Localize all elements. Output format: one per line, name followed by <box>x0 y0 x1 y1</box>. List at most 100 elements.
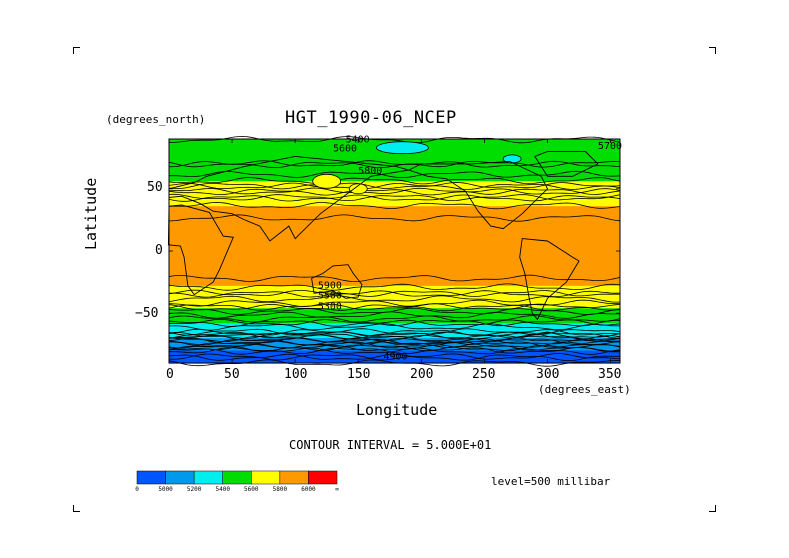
x-tick-label: 350 <box>598 367 622 382</box>
contour-band <box>169 173 620 177</box>
contour-label: 5600 <box>333 143 357 154</box>
contour-band <box>169 358 620 362</box>
contour-band <box>169 338 620 342</box>
contour-line <box>168 182 621 190</box>
contour-line <box>168 177 621 185</box>
contour-band <box>169 196 620 200</box>
contour-band <box>169 168 620 172</box>
x-tick-label: 50 <box>224 367 240 382</box>
contour-band <box>169 238 620 242</box>
coastline-greenland <box>534 150 599 177</box>
contour-band <box>169 241 620 245</box>
x-tick-label: 250 <box>472 367 496 382</box>
contour-band <box>169 313 620 317</box>
contour-line <box>169 170 621 179</box>
contour-line <box>168 328 621 336</box>
contour-band <box>169 221 620 225</box>
regional-anomalies <box>312 141 522 195</box>
contour-line <box>169 323 620 331</box>
legend-swatch <box>308 470 338 485</box>
ridge-region <box>312 173 342 189</box>
contour-band <box>169 166 620 170</box>
contour-band <box>169 171 620 175</box>
y-units-label: (degrees_north) <box>106 113 206 126</box>
contour-band <box>169 303 620 307</box>
color-legend: 0 5000 5200 5400 5600 5800 6000 ∞ <box>135 470 339 493</box>
contour-band <box>169 216 620 220</box>
contour-band <box>169 206 620 210</box>
legend-tick-label: 5600 <box>244 486 259 493</box>
legend-tick-label: 5000 <box>158 486 173 493</box>
x-tick-label: 150 <box>347 367 371 382</box>
contour-band <box>169 243 620 247</box>
contour-line <box>168 353 621 361</box>
contour-line <box>168 334 621 342</box>
coastline-africa <box>167 204 234 296</box>
contour-band <box>169 156 620 160</box>
contour-band <box>169 298 620 302</box>
plot-frame <box>168 138 621 364</box>
contour-line <box>169 346 621 355</box>
contour-band <box>169 255 620 260</box>
x-tick-label: 300 <box>536 367 560 382</box>
contour-band <box>169 315 620 319</box>
contour-band <box>169 263 620 267</box>
legend-tick-label: 5200 <box>187 486 202 493</box>
contour-line <box>168 295 621 303</box>
contour-line <box>168 193 621 202</box>
contour-band <box>169 265 620 270</box>
contour-band <box>169 218 620 222</box>
contour-line <box>168 341 621 349</box>
contour-band <box>169 253 620 257</box>
x-tick-label: 0 <box>166 367 174 382</box>
legend-tick-label: ∞ <box>335 486 339 493</box>
polar-low-region <box>375 141 429 155</box>
contour-band <box>169 163 620 167</box>
crop-mark-bottom-right <box>709 505 716 512</box>
contour-band <box>169 233 620 237</box>
contour-line <box>168 337 621 345</box>
contour-band <box>169 213 620 217</box>
contour-band <box>169 181 620 185</box>
y-tick-label: 0 <box>155 243 163 258</box>
contour-label: 5400 <box>346 135 370 146</box>
contour-band <box>169 318 620 322</box>
contour-interval-text: CONTOUR INTERVAL = 5.000E+01 <box>289 438 492 452</box>
contour-line <box>168 318 621 327</box>
contour-band <box>169 328 620 332</box>
legend-swatch <box>165 470 195 485</box>
contour-label: 4900 <box>383 351 407 362</box>
contour-band <box>169 270 620 274</box>
contour-line <box>168 340 621 349</box>
contour-band <box>169 248 620 252</box>
contour-band <box>169 293 620 297</box>
contour-band <box>169 288 620 292</box>
contour-line <box>168 160 621 168</box>
coastline-australia <box>311 264 363 299</box>
crop-mark-top-right <box>709 47 716 54</box>
contour-line <box>168 194 621 202</box>
contour-band <box>169 268 620 272</box>
contour-band <box>169 161 620 165</box>
contour-band <box>169 285 620 289</box>
contour-label: 5700 <box>598 141 622 152</box>
contour-band <box>169 278 620 282</box>
contour-band <box>169 260 620 265</box>
contour-line <box>169 338 620 346</box>
contour-line <box>168 303 621 312</box>
contour-line <box>168 328 620 337</box>
coastline-north-america <box>407 160 549 230</box>
x-tick-label: 100 <box>284 367 308 382</box>
contour-band <box>169 176 620 180</box>
chart-title: HGT_1990-06_NCEP <box>285 108 457 128</box>
contour-line <box>168 331 621 339</box>
contour-band <box>169 355 620 359</box>
crop-mark-top-left <box>73 47 80 54</box>
contour-line <box>168 187 621 195</box>
x-units-label: (degrees_east) <box>538 383 631 396</box>
contour-line <box>168 343 621 352</box>
contour-label: 5500 <box>318 290 342 301</box>
contour-line <box>168 331 621 340</box>
